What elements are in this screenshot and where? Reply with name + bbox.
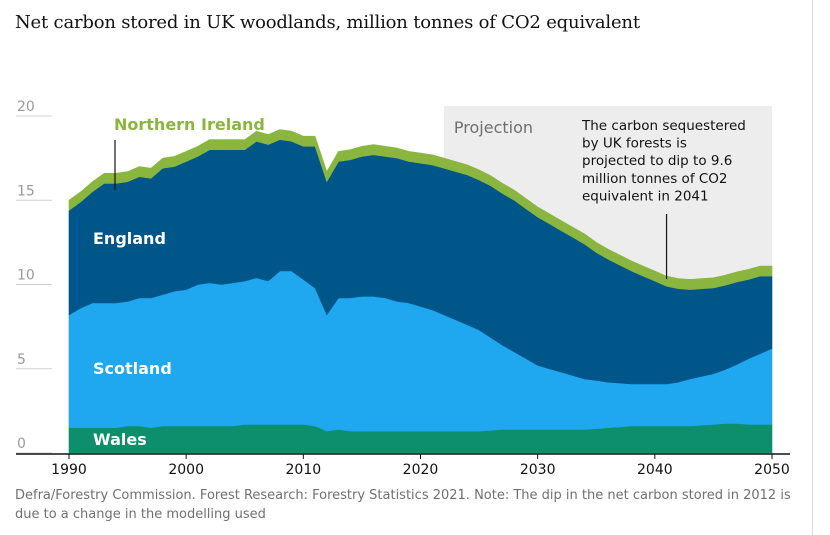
chart-title: Net carbon stored in UK woodlands, milli… [15,12,640,33]
annotation-text-line: The carbon sequestered [581,118,746,134]
x-tick-label: 1990 [51,462,87,478]
projection-label: Projection [454,118,533,137]
x-tick-label: 2020 [403,462,439,478]
area-northern-ireland [68,129,773,290]
series-label-wales: Wales [93,430,147,449]
stacked-area-chart: Projection 0 5 10 15 20 1990 2000 2010 2020 2030 20… [16,99,790,478]
x-tick-label: 2040 [637,462,673,478]
series-label-northern-ireland: Northern Ireland [114,115,265,134]
x-tick-label: 2000 [168,462,204,478]
series-label-england: England [93,229,166,248]
y-tick-label: 0 [17,436,26,452]
y-tick-label: 15 [17,183,35,199]
x-tick-label: 2030 [520,462,556,478]
chart-source-note: Defra/Forestry Commission. Forest Resear… [15,488,791,522]
y-tick-label: 20 [17,99,35,115]
annotation-text-line: by UK forests is [582,136,687,152]
annotation-text-line: projected to dip to 9.6 [582,153,732,169]
annotation-text-line: equivalent in 2041 [582,188,709,204]
annotation-text-line: million tonnes of CO2 [582,171,728,187]
x-tick-label: 2050 [754,462,790,478]
y-tick-label: 5 [17,352,26,368]
x-tick-label: 2010 [286,462,322,478]
y-tick-label: 10 [17,268,35,284]
frame-border [812,0,813,535]
series-label-scotland: Scotland [93,359,172,378]
